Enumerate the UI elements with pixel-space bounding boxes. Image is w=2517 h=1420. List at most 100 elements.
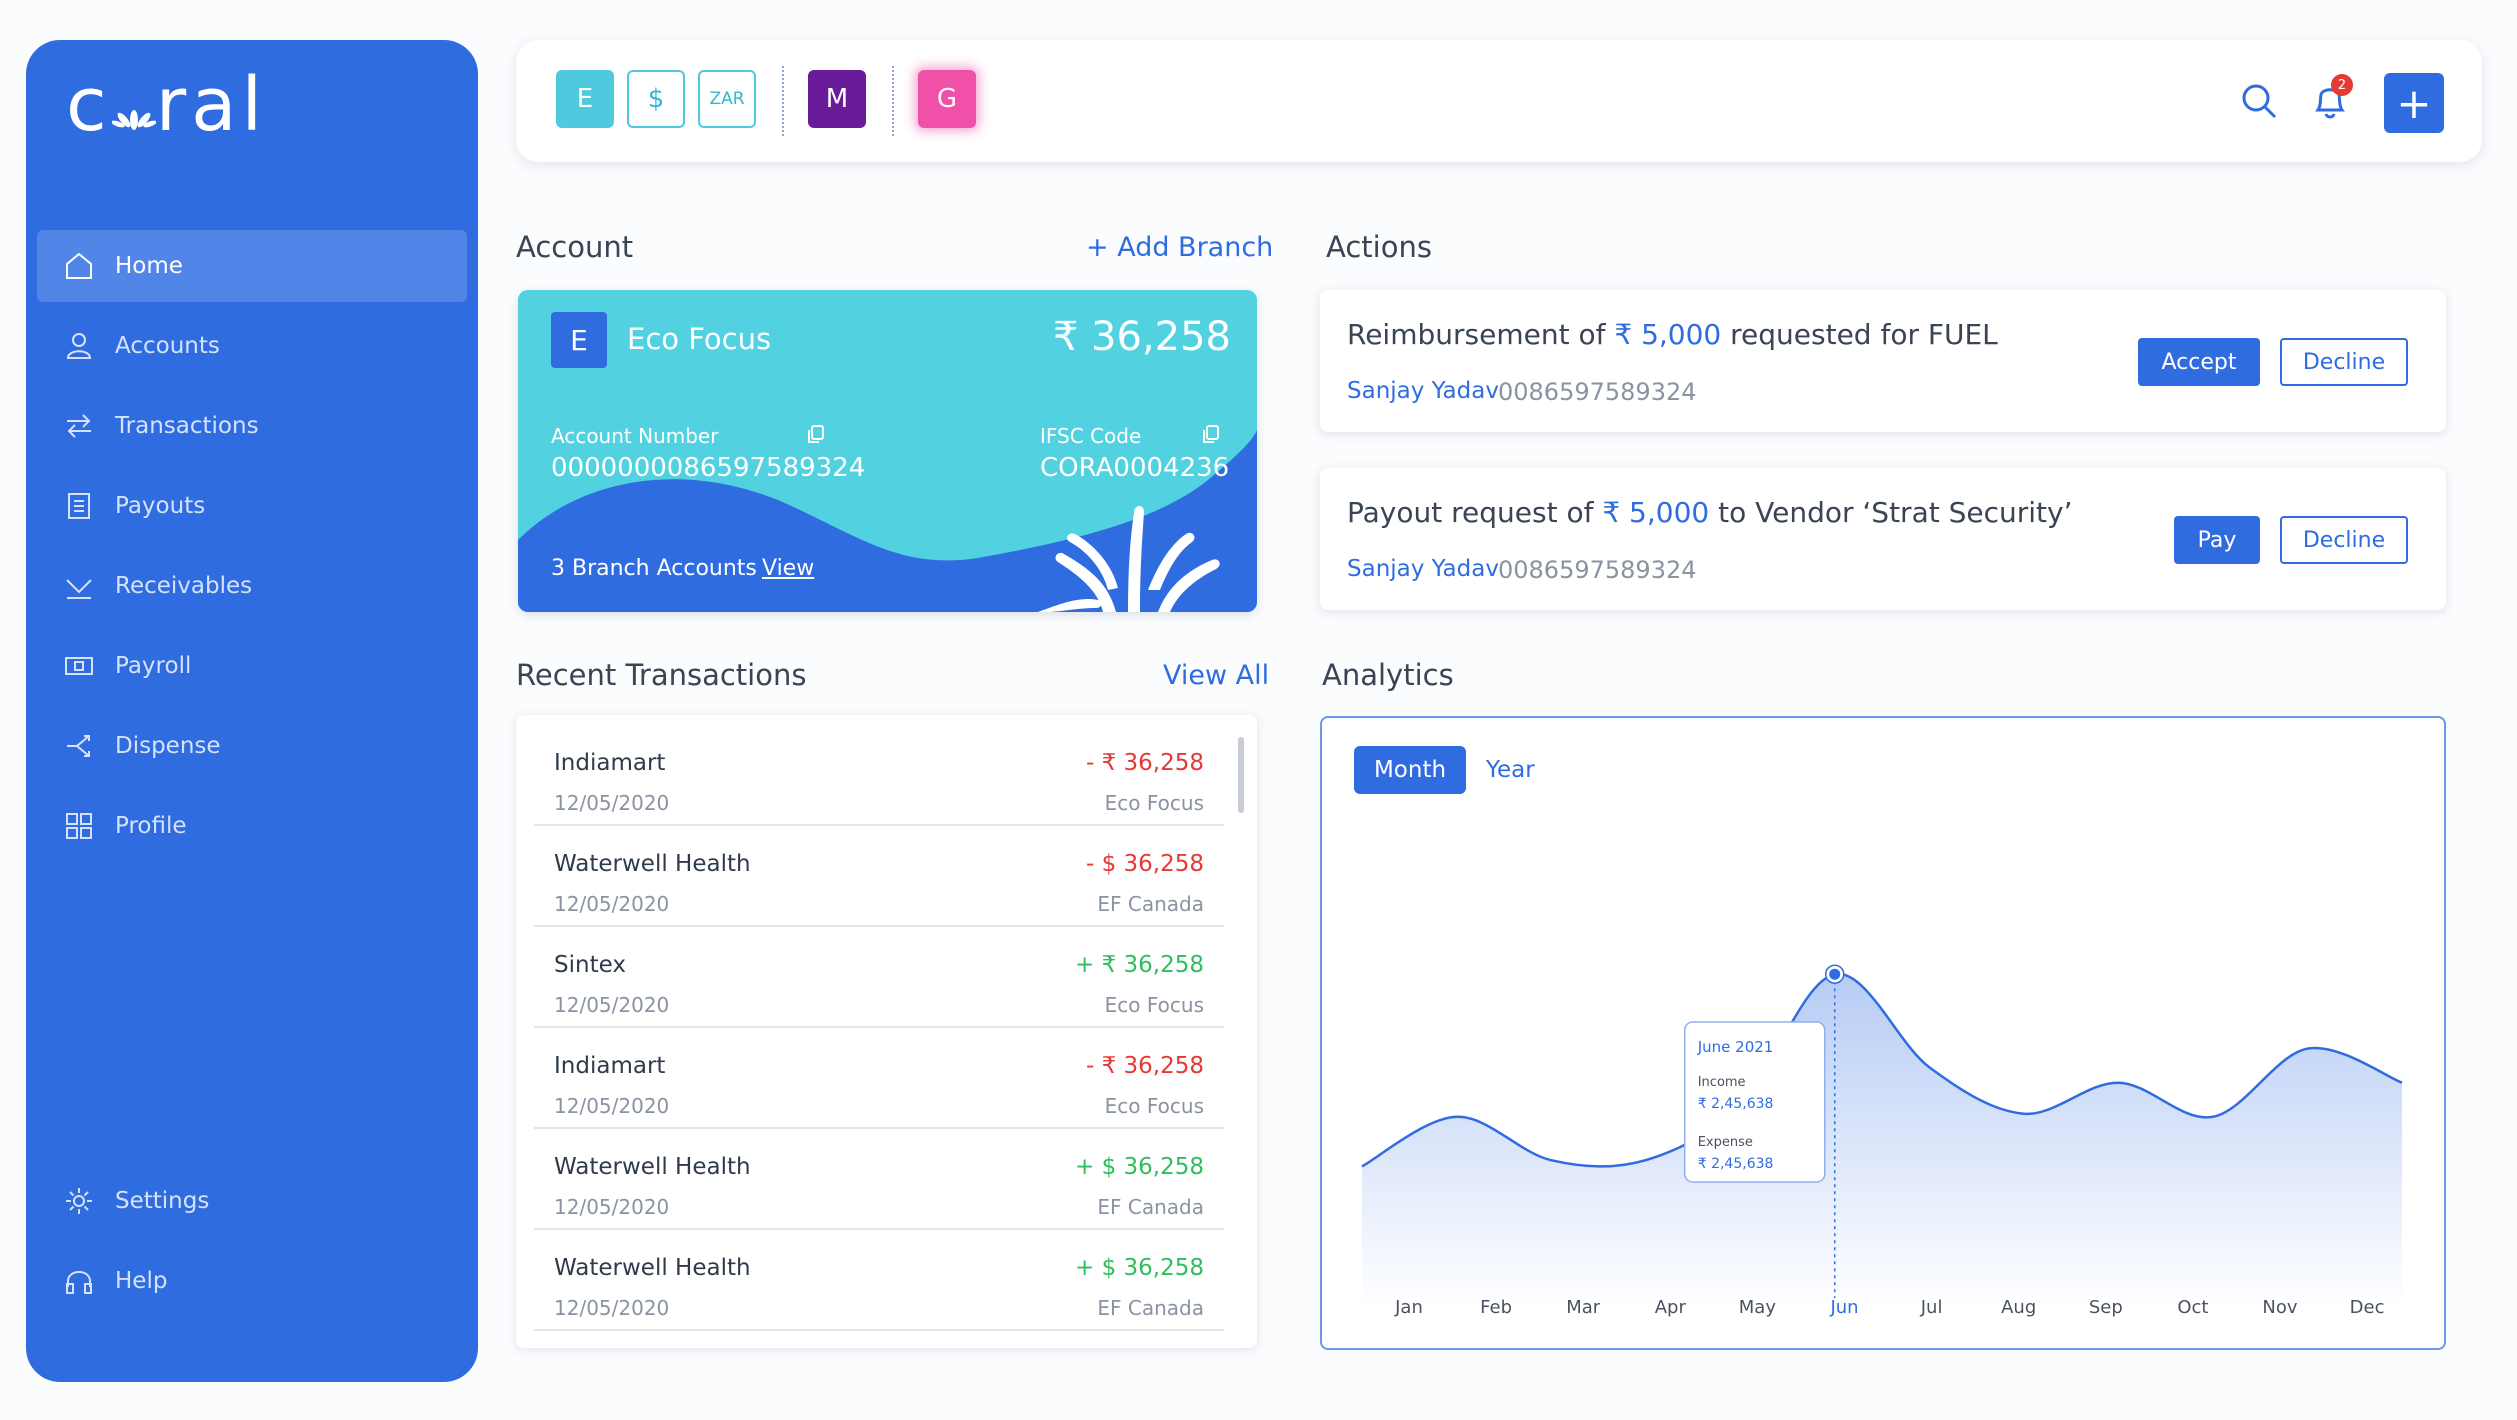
sidebar: c ral Home Accounts Transactions Payouts …	[26, 40, 478, 1382]
tx-amount: - ₹ 36,258	[1085, 750, 1204, 776]
tx-amount: + $ 36,258	[1074, 1255, 1204, 1281]
tx-amount: + $ 36,258	[1074, 1154, 1204, 1180]
chart-point[interactable]	[1826, 965, 1844, 983]
sidebar-nav: Home Accounts Transactions Payouts Recei…	[37, 230, 467, 870]
tx-name: Sintex	[554, 952, 626, 978]
table-row[interactable]: Waterwell Health 12/05/2020 + $ 36,258 E…	[534, 1230, 1224, 1331]
account-badge: E	[551, 312, 607, 368]
split-icon	[67, 735, 90, 757]
sidebar-item-receivables[interactable]: Receivables	[37, 550, 467, 622]
recent-transactions-title: Recent Transactions	[516, 658, 807, 692]
table-row[interactable]: Indiamart 12/05/2020 - ₹ 36,258 Eco Focu…	[534, 725, 1224, 826]
sidebar-item-label: Dispense	[115, 733, 221, 759]
ifsc-code: CORA0004236	[1040, 453, 1230, 483]
table-row[interactable]: Waterwell Health 12/05/2020 + $ 36,258 E…	[534, 1129, 1224, 1230]
tx-amount: + ₹ 36,258	[1074, 952, 1204, 978]
user-icon	[66, 333, 92, 359]
divider	[782, 66, 784, 136]
sidebar-item-label: Accounts	[115, 333, 220, 359]
table-row[interactable]: Indiamart 12/05/2020 - ₹ 36,258 Eco Focu…	[534, 1028, 1224, 1129]
sidebar-item-label: Transactions	[115, 413, 259, 439]
action-card-reimbursement: Reimbursement of ₹ 5,000 requested for F…	[1320, 290, 2446, 432]
x-tick-label: Jan	[1394, 1297, 1423, 1318]
x-tick-label: Dec	[2350, 1297, 2385, 1318]
view-branches-link[interactable]: View	[762, 556, 815, 581]
divider	[892, 66, 894, 136]
decline-button[interactable]: Decline	[2280, 338, 2408, 386]
currency-chip-usd[interactable]: $	[627, 70, 685, 128]
action-description: Payout request of ₹ 5,000 to Vendor ‘Str…	[1347, 496, 2073, 529]
action-suffix: requested for FUEL	[1730, 318, 1998, 351]
tooltip-box	[1683, 1021, 1826, 1183]
tx-amount: - ₹ 36,258	[1085, 1053, 1204, 1079]
sidebar-item-label: Receivables	[115, 573, 253, 599]
requester-name[interactable]: Sanjay Yadav	[1347, 556, 1499, 582]
entity-chip-g[interactable]: G	[918, 70, 976, 128]
sidebar-item-settings[interactable]: Settings	[37, 1165, 467, 1237]
account-name: Eco Focus	[627, 322, 772, 356]
account-number-label: Account Number	[551, 424, 719, 448]
pay-button[interactable]: Pay	[2174, 516, 2260, 564]
card-wave-graphic	[518, 430, 1257, 612]
tx-account: EF Canada	[1097, 1195, 1204, 1219]
sidebar-item-label: Payroll	[115, 653, 192, 679]
sidebar-item-transactions[interactable]: Transactions	[37, 390, 467, 462]
x-tick-label: Aug	[2001, 1297, 2036, 1318]
tooltip-income-value: ₹ 2,45,638	[1698, 1096, 1774, 1112]
table-row[interactable]: Sintex 12/05/2020 + ₹ 36,258 Eco Focus	[534, 927, 1224, 1028]
tx-account: Eco Focus	[1104, 1094, 1204, 1118]
tx-date: 12/05/2020	[554, 1296, 670, 1320]
account-title: Account	[516, 230, 634, 264]
table-row[interactable]: Waterwell Health 12/05/2020 - $ 36,258 E…	[534, 826, 1224, 927]
scrollbar[interactable]	[1238, 737, 1244, 813]
requester-name[interactable]: Sanjay Yadav	[1347, 378, 1499, 404]
add-branch-link[interactable]: + Add Branch	[1086, 232, 1274, 263]
tab-month[interactable]: Month	[1354, 746, 1466, 794]
entity-chip-m[interactable]: M	[808, 70, 866, 128]
tx-date: 12/05/2020	[554, 993, 670, 1017]
tx-date: 12/05/2020	[554, 791, 670, 815]
decline-button[interactable]: Decline	[2280, 516, 2408, 564]
transfer-icon	[67, 414, 91, 438]
requester-account: 0086597589324	[1498, 556, 1697, 584]
tx-account: Eco Focus	[1104, 791, 1204, 815]
account-balance: ₹ 36,258	[1052, 314, 1231, 360]
entity-chip-e[interactable]: E	[556, 70, 614, 128]
sidebar-item-home[interactable]: Home	[37, 230, 467, 302]
account-card[interactable]: E Eco Focus ₹ 36,258 Account Number 0000…	[518, 290, 1257, 612]
copy-icon[interactable]	[1201, 424, 1221, 444]
tooltip-expense-value: ₹ 2,45,638	[1698, 1156, 1774, 1172]
tx-name: Waterwell Health	[554, 851, 751, 877]
analytics-chart[interactable]: Jan Feb Mar Apr May Jun Jul Aug Sep Oct Nov Dec June…	[1322, 718, 2444, 1348]
search-icon[interactable]	[2240, 82, 2278, 120]
receipt-icon	[68, 493, 90, 519]
accept-button[interactable]: Accept	[2138, 338, 2260, 386]
sidebar-item-help[interactable]: Help	[37, 1245, 467, 1317]
tx-name: Indiamart	[554, 1053, 666, 1079]
currency-chip-zar[interactable]: ZAR	[698, 70, 756, 128]
sidebar-item-dispense[interactable]: Dispense	[37, 710, 467, 782]
action-suffix: to Vendor ‘Strat Security’	[1718, 496, 2073, 529]
headphones-icon	[66, 1271, 92, 1294]
sidebar-item-accounts[interactable]: Accounts	[37, 310, 467, 382]
app-logo[interactable]: c ral	[66, 62, 268, 148]
view-all-link[interactable]: View All	[1163, 660, 1270, 691]
action-prefix: Payout request of	[1347, 496, 1594, 529]
sidebar-item-payouts[interactable]: Payouts	[37, 470, 467, 542]
gear-icon	[66, 1188, 92, 1214]
x-tick-label: Jun	[1829, 1297, 1858, 1318]
home-icon	[66, 252, 92, 279]
analytics-title: Analytics	[1322, 658, 1454, 692]
sidebar-bottom-nav: Settings Help	[37, 1165, 467, 1325]
tx-account: Eco Focus	[1104, 993, 1204, 1017]
tx-account: EF Canada	[1097, 892, 1204, 916]
sidebar-item-payroll[interactable]: Payroll	[37, 630, 467, 702]
tx-name: Waterwell Health	[554, 1255, 751, 1281]
grid-icon	[66, 813, 92, 839]
tab-year[interactable]: Year	[1486, 757, 1535, 783]
sidebar-item-label: Help	[115, 1268, 168, 1294]
tx-name: Waterwell Health	[554, 1154, 751, 1180]
copy-icon[interactable]	[806, 424, 826, 444]
sidebar-item-profile[interactable]: Profile	[37, 790, 467, 862]
add-button[interactable]: +	[2384, 73, 2444, 133]
